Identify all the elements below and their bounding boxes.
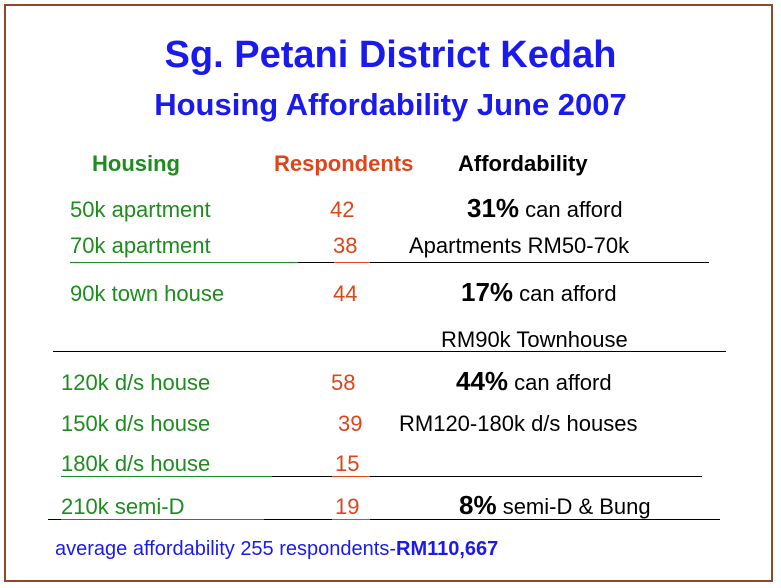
- divider-line: [370, 519, 720, 520]
- affordability-percent: 44%: [456, 366, 509, 396]
- divider-line: [272, 476, 332, 477]
- slide-subtitle: Housing Affordability June 2007: [154, 87, 627, 122]
- respondents-cell: 42: [330, 197, 355, 222]
- respondents-cell: 58: [331, 370, 356, 395]
- affordability-text: can afford: [519, 197, 623, 222]
- divider-line: [370, 476, 702, 477]
- respondents-underline: [334, 262, 370, 263]
- section-divider: [53, 351, 726, 352]
- affordability-note: RM90k Townhouse: [441, 327, 628, 352]
- affordability-percent: 31%: [467, 193, 520, 223]
- divider-line: [48, 519, 61, 520]
- housing-cell: 120k d/s house: [61, 370, 211, 395]
- respondents-cell: 19: [335, 494, 360, 519]
- housing-cell: 180k d/s house: [61, 451, 211, 476]
- affordability-note: 31% can afford: [467, 193, 623, 224]
- divider-line: [298, 262, 334, 263]
- housing-cell: 90k town house: [70, 281, 225, 306]
- affordability-text: can afford: [508, 370, 612, 395]
- respondents-underline: [332, 476, 370, 477]
- divider-line: [264, 519, 332, 520]
- respondents-cell: 39: [338, 411, 363, 436]
- footer-prefix: average affordability: [55, 538, 235, 560]
- respondents-underline: [332, 519, 370, 520]
- respondents-cell: 44: [333, 281, 358, 306]
- header-housing: Housing: [92, 151, 180, 176]
- slide-frame: [4, 4, 773, 582]
- affordability-text: can afford: [513, 281, 617, 306]
- header-respondents: Respondents: [274, 151, 414, 176]
- slide-title: Sg. Petani District Kedah: [164, 34, 617, 76]
- housing-cell: 70k apartment: [70, 233, 211, 258]
- affordability-note: RM120-180k d/s houses: [399, 411, 638, 436]
- housing-cell: 210k semi-D: [61, 494, 185, 519]
- affordability-note: 44% can afford: [456, 366, 612, 397]
- housing-cell: 50k apartment: [70, 197, 211, 222]
- header-affordability: Affordability: [458, 151, 588, 176]
- affordability-text: semi-D & Bung: [496, 494, 651, 519]
- affordability-note: 17% can afford: [461, 277, 617, 308]
- footer-middle: respondents-: [279, 538, 396, 560]
- respondents-cell: 38: [333, 233, 358, 258]
- respondents-cell: 15: [335, 451, 360, 476]
- footer-count: 255: [240, 538, 274, 560]
- housing-cell: 150k d/s house: [61, 411, 211, 436]
- housing-underline: [70, 262, 298, 263]
- affordability-percent: 8%: [459, 490, 497, 520]
- divider-line: [370, 262, 709, 263]
- housing-underline: [61, 519, 264, 520]
- affordability-note: 8% semi-D & Bung: [459, 490, 651, 521]
- affordability-note: Apartments RM50-70k: [409, 233, 630, 258]
- affordability-percent: 17%: [461, 277, 514, 307]
- housing-underline: [61, 476, 272, 477]
- footer-summary: average affordability 255 respondents-RM…: [55, 538, 498, 561]
- footer-average: RM110,667: [396, 538, 499, 560]
